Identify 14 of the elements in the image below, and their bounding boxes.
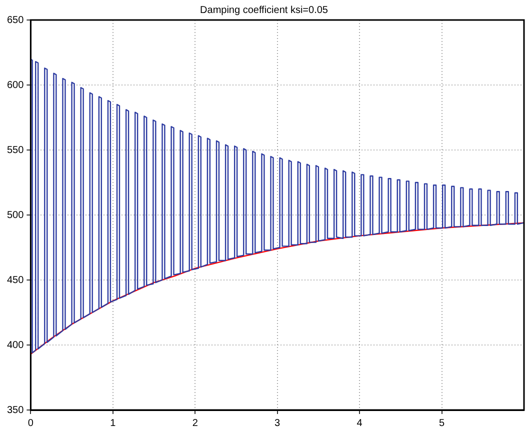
y-tick-label: 600 — [6, 80, 24, 91]
x-tick-label: 2 — [192, 418, 198, 429]
y-tick-label: 500 — [6, 210, 24, 221]
y-tick-label: 650 — [6, 14, 24, 26]
y-tick-label: 550 — [6, 144, 24, 156]
x-tick-label: 4 — [356, 418, 363, 429]
x-tick-label: 5 — [439, 418, 445, 429]
y-tick-label: 450 — [6, 274, 24, 286]
x-tick-label: 0 — [28, 418, 34, 429]
y-tick-label: 350 — [6, 404, 24, 416]
y-tick-label: 400 — [6, 340, 24, 351]
x-tick-label: 3 — [274, 418, 281, 429]
x-tick-label: 1 — [110, 418, 116, 429]
chart-title: Damping coefficient ksi=0.05 — [200, 4, 328, 16]
